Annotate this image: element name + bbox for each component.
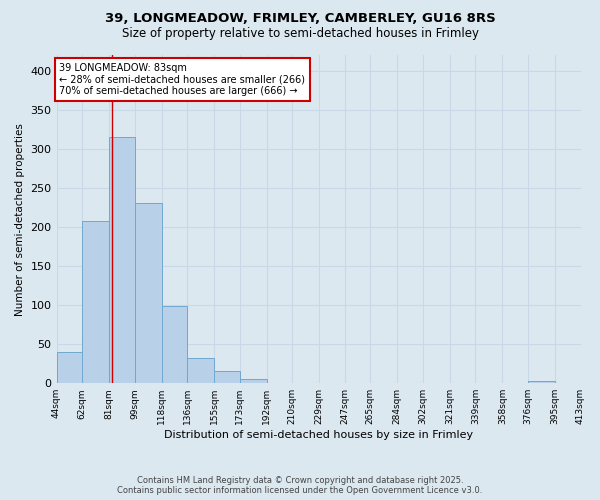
Text: Size of property relative to semi-detached houses in Frimley: Size of property relative to semi-detach… (121, 28, 479, 40)
Bar (134, 204, 161, 383)
Bar (161, 306, 187, 383)
Bar (56, 352, 82, 383)
Y-axis label: Number of semi-detached properties: Number of semi-detached properties (15, 122, 25, 316)
Bar (240, 380, 266, 383)
Bar (187, 358, 214, 383)
Bar (528, 381, 555, 383)
Text: 39 LONGMEADOW: 83sqm
← 28% of semi-detached houses are smaller (266)
70% of semi: 39 LONGMEADOW: 83sqm ← 28% of semi-detac… (59, 63, 305, 96)
Text: Contains HM Land Registry data © Crown copyright and database right 2025.
Contai: Contains HM Land Registry data © Crown c… (118, 476, 482, 495)
Bar (214, 370, 240, 383)
X-axis label: Distribution of semi-detached houses by size in Frimley: Distribution of semi-detached houses by … (164, 430, 473, 440)
Bar (109, 137, 134, 383)
Text: 39, LONGMEADOW, FRIMLEY, CAMBERLEY, GU16 8RS: 39, LONGMEADOW, FRIMLEY, CAMBERLEY, GU16… (104, 12, 496, 26)
Bar (82, 222, 109, 383)
